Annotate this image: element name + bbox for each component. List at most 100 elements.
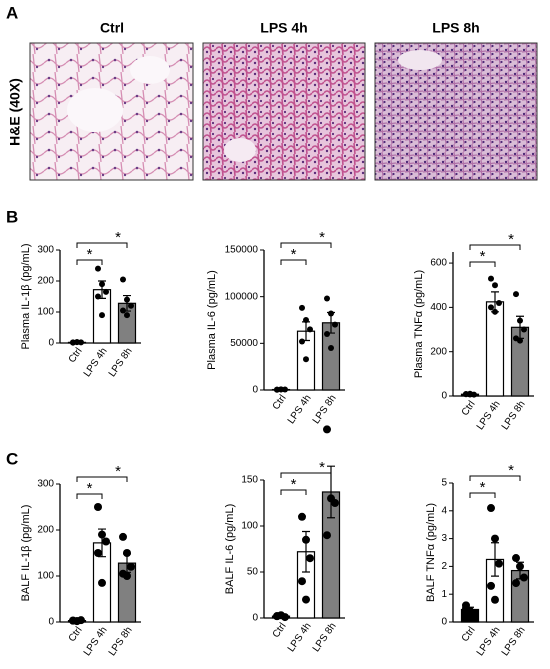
data-point <box>278 386 284 393</box>
data-point <box>487 504 495 513</box>
y-tick-label: 300 <box>37 245 54 256</box>
data-point <box>520 573 528 582</box>
data-point <box>332 321 338 328</box>
y-tick-label: 0 <box>441 391 447 402</box>
alveolar-space <box>398 50 442 70</box>
x-tick-label: Ctrl <box>67 625 85 644</box>
data-point <box>517 337 523 344</box>
y-tick-label: 50000 <box>230 338 258 349</box>
y-tick-label: 0 <box>48 338 54 349</box>
data-point <box>95 265 101 272</box>
y-tick-label: 150 <box>241 475 258 486</box>
data-point <box>512 554 520 563</box>
data-point <box>324 295 330 302</box>
significance-bracket <box>76 476 128 482</box>
stain-label: H&E (40X) <box>7 78 23 146</box>
y-tick-label: 0 <box>252 385 258 396</box>
significance-label: * <box>508 231 514 248</box>
y-tick-label: 0 <box>252 613 258 624</box>
data-point <box>99 281 105 288</box>
y-tick-label: 4 <box>441 505 447 516</box>
column-label: Ctrl <box>100 20 124 36</box>
bar <box>485 301 505 397</box>
x-tick-label: Ctrl <box>460 399 478 418</box>
data-point <box>127 562 135 571</box>
significance-bracket <box>469 475 521 481</box>
data-point <box>462 601 470 610</box>
data-point <box>123 549 131 557</box>
data-point <box>492 308 498 315</box>
y-axis-label: BALF IL-1β (pg/mL) <box>20 505 32 602</box>
alveolar-space <box>130 56 170 84</box>
data-point <box>128 302 134 309</box>
data-point <box>73 617 81 626</box>
y-tick-label: 100 <box>241 521 258 532</box>
data-point <box>120 307 126 314</box>
significance-bracket <box>469 492 496 498</box>
significance-bracket <box>469 261 496 267</box>
alveolar-space <box>224 138 256 162</box>
data-point <box>303 356 309 363</box>
data-point <box>467 391 473 398</box>
data-point <box>491 534 499 543</box>
data-point <box>102 537 110 546</box>
column-label: LPS 8h <box>432 20 479 36</box>
y-axis-label: BALF TNFα (pg/mL) <box>425 503 437 602</box>
data-point <box>491 595 499 604</box>
significance-label: * <box>115 229 121 246</box>
data-point <box>298 577 306 586</box>
data-point <box>123 572 131 580</box>
significance-bracket <box>280 259 307 265</box>
x-tick-label: LPS 8h <box>500 625 528 658</box>
significance-bracket <box>76 259 103 265</box>
data-point <box>306 554 314 563</box>
data-point <box>98 530 106 539</box>
data-point <box>94 549 102 557</box>
significance-label: * <box>480 248 486 265</box>
data-point <box>487 581 495 590</box>
data-point <box>512 579 520 588</box>
y-axis-label: BALF IL-6 (pg/mL) <box>224 504 236 594</box>
histology-image <box>202 42 366 181</box>
x-tick-label: Ctrl <box>271 621 289 640</box>
x-tick-label: LPS 8h <box>107 625 135 658</box>
significance-label: * <box>87 246 93 263</box>
y-tick-label: 100 <box>37 307 54 318</box>
column-label: LPS 4h <box>260 20 307 36</box>
x-tick-label: LPS 4h <box>475 399 503 432</box>
panel-label: B <box>6 207 18 226</box>
data-point <box>103 288 109 295</box>
y-tick-label: 0 <box>48 617 54 628</box>
data-point <box>124 296 130 303</box>
data-point <box>470 609 478 618</box>
data-point <box>120 276 126 283</box>
data-point <box>302 535 310 544</box>
x-tick-label: Ctrl <box>460 625 478 644</box>
data-point <box>307 326 313 333</box>
significance-bracket <box>280 242 332 248</box>
data-point <box>517 317 523 324</box>
panel-label: A <box>6 3 18 22</box>
x-tick-label: LPS 8h <box>500 399 528 432</box>
data-point <box>298 512 306 521</box>
x-tick-label: LPS 8h <box>311 393 339 426</box>
data-point <box>488 304 494 311</box>
data-point <box>94 503 102 511</box>
y-tick-label: 0 <box>441 617 447 628</box>
y-tick-label: 150000 <box>225 245 259 256</box>
error-bar <box>491 542 499 577</box>
y-tick-label: 300 <box>37 479 54 490</box>
x-tick-label: LPS 4h <box>286 621 314 654</box>
alveolar-space <box>67 88 123 132</box>
y-tick-label: 200 <box>37 276 54 287</box>
data-point <box>516 562 524 571</box>
data-point <box>496 299 502 306</box>
y-axis-label: Plasma IL-1β (pg/mL) <box>20 244 32 350</box>
data-point <box>324 331 330 337</box>
significance-label: * <box>291 476 297 493</box>
x-tick-label: LPS 4h <box>286 393 314 426</box>
x-tick-label: Ctrl <box>67 346 85 365</box>
histology-image <box>374 42 538 181</box>
y-tick-label: 2 <box>441 561 447 572</box>
